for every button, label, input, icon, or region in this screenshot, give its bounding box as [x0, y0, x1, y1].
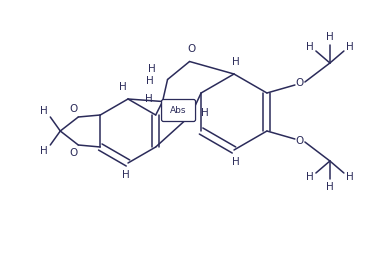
- Text: H: H: [122, 170, 130, 180]
- Text: H: H: [326, 32, 334, 42]
- Text: Abs: Abs: [170, 106, 187, 115]
- FancyBboxPatch shape: [162, 100, 196, 121]
- Text: H: H: [306, 42, 314, 52]
- Text: H: H: [201, 109, 208, 119]
- Text: H: H: [145, 95, 152, 105]
- Text: O: O: [69, 104, 77, 114]
- Text: H: H: [41, 106, 48, 116]
- Text: O: O: [296, 78, 304, 88]
- Text: H: H: [232, 157, 240, 167]
- Text: H: H: [41, 146, 48, 156]
- Text: H: H: [346, 42, 354, 52]
- Text: O: O: [69, 148, 77, 158]
- Text: H: H: [346, 172, 354, 182]
- Text: O: O: [296, 136, 304, 146]
- Text: H: H: [146, 77, 154, 87]
- Text: H: H: [306, 172, 314, 182]
- Text: H: H: [232, 57, 240, 67]
- Text: H: H: [119, 82, 127, 92]
- Text: H: H: [148, 64, 155, 74]
- Text: H: H: [326, 182, 334, 192]
- Text: O: O: [187, 45, 196, 54]
